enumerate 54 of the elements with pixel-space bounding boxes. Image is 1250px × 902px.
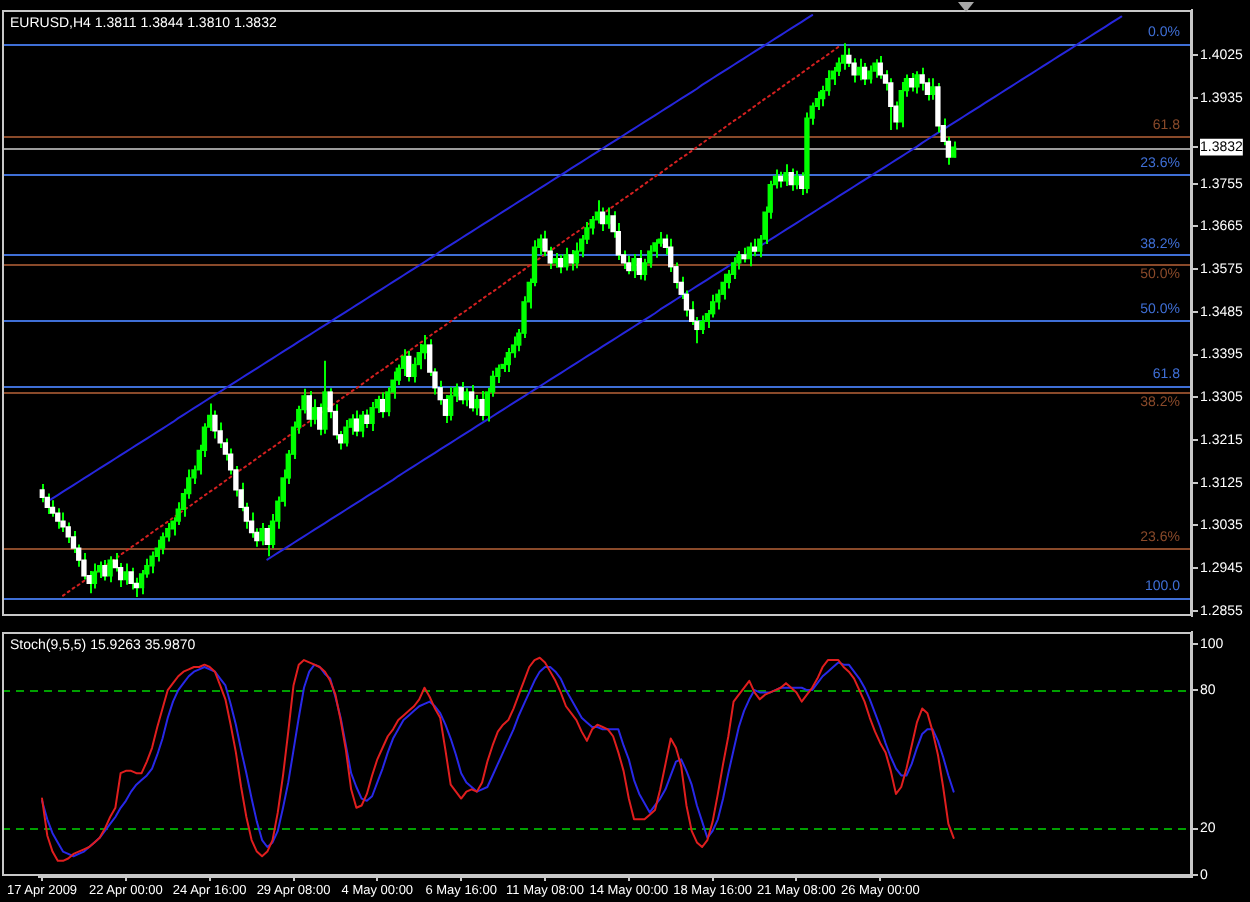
candlestick <box>358 410 365 439</box>
candlestick <box>898 81 904 129</box>
candlestick <box>856 57 862 82</box>
candlestick <box>783 163 789 188</box>
candlestick <box>91 562 98 590</box>
candlestick <box>599 206 606 233</box>
candlestick <box>385 386 391 418</box>
candlestick <box>867 64 873 85</box>
candlestick <box>311 398 318 426</box>
candlestick <box>117 561 124 589</box>
candlestick <box>369 401 375 432</box>
candlestick <box>573 241 580 270</box>
candlestick <box>406 349 412 383</box>
candlestick <box>479 390 485 422</box>
candlestick <box>736 250 742 271</box>
candlestick <box>463 387 470 408</box>
candlestick <box>259 522 265 547</box>
candlestick <box>788 167 794 192</box>
candlestick <box>930 77 936 101</box>
candlestick <box>400 348 407 377</box>
candlestick <box>636 249 642 281</box>
candlestick <box>474 393 480 417</box>
candlestick <box>212 409 218 440</box>
candlestick <box>631 252 637 280</box>
candlestick <box>605 206 611 230</box>
candlestick <box>123 562 129 586</box>
candlestick <box>563 246 569 272</box>
candlestick <box>364 408 370 430</box>
candlestick <box>888 77 894 132</box>
candlestick <box>421 334 428 361</box>
candlestick <box>322 359 328 435</box>
candlestick <box>840 42 847 71</box>
line-series <box>61 45 840 597</box>
candlestick <box>793 169 800 191</box>
candlestick <box>568 249 574 272</box>
candlestick <box>353 409 360 438</box>
candlestick <box>468 383 475 413</box>
candlestick <box>343 419 349 448</box>
candlestick <box>159 531 166 556</box>
candlestick <box>699 314 705 336</box>
candlestick <box>730 256 737 281</box>
candlestick <box>458 381 464 406</box>
candlestick <box>55 507 61 530</box>
candlestick <box>306 390 312 428</box>
candlestick <box>909 72 915 93</box>
candlestick <box>626 254 632 276</box>
candlestick <box>448 386 454 422</box>
candlestick <box>107 555 113 584</box>
candlestick <box>248 511 255 539</box>
candlestick <box>128 566 134 591</box>
candlestick <box>44 492 50 516</box>
candlestick <box>720 272 726 301</box>
candlestick <box>914 70 920 95</box>
candlestick <box>872 58 878 79</box>
